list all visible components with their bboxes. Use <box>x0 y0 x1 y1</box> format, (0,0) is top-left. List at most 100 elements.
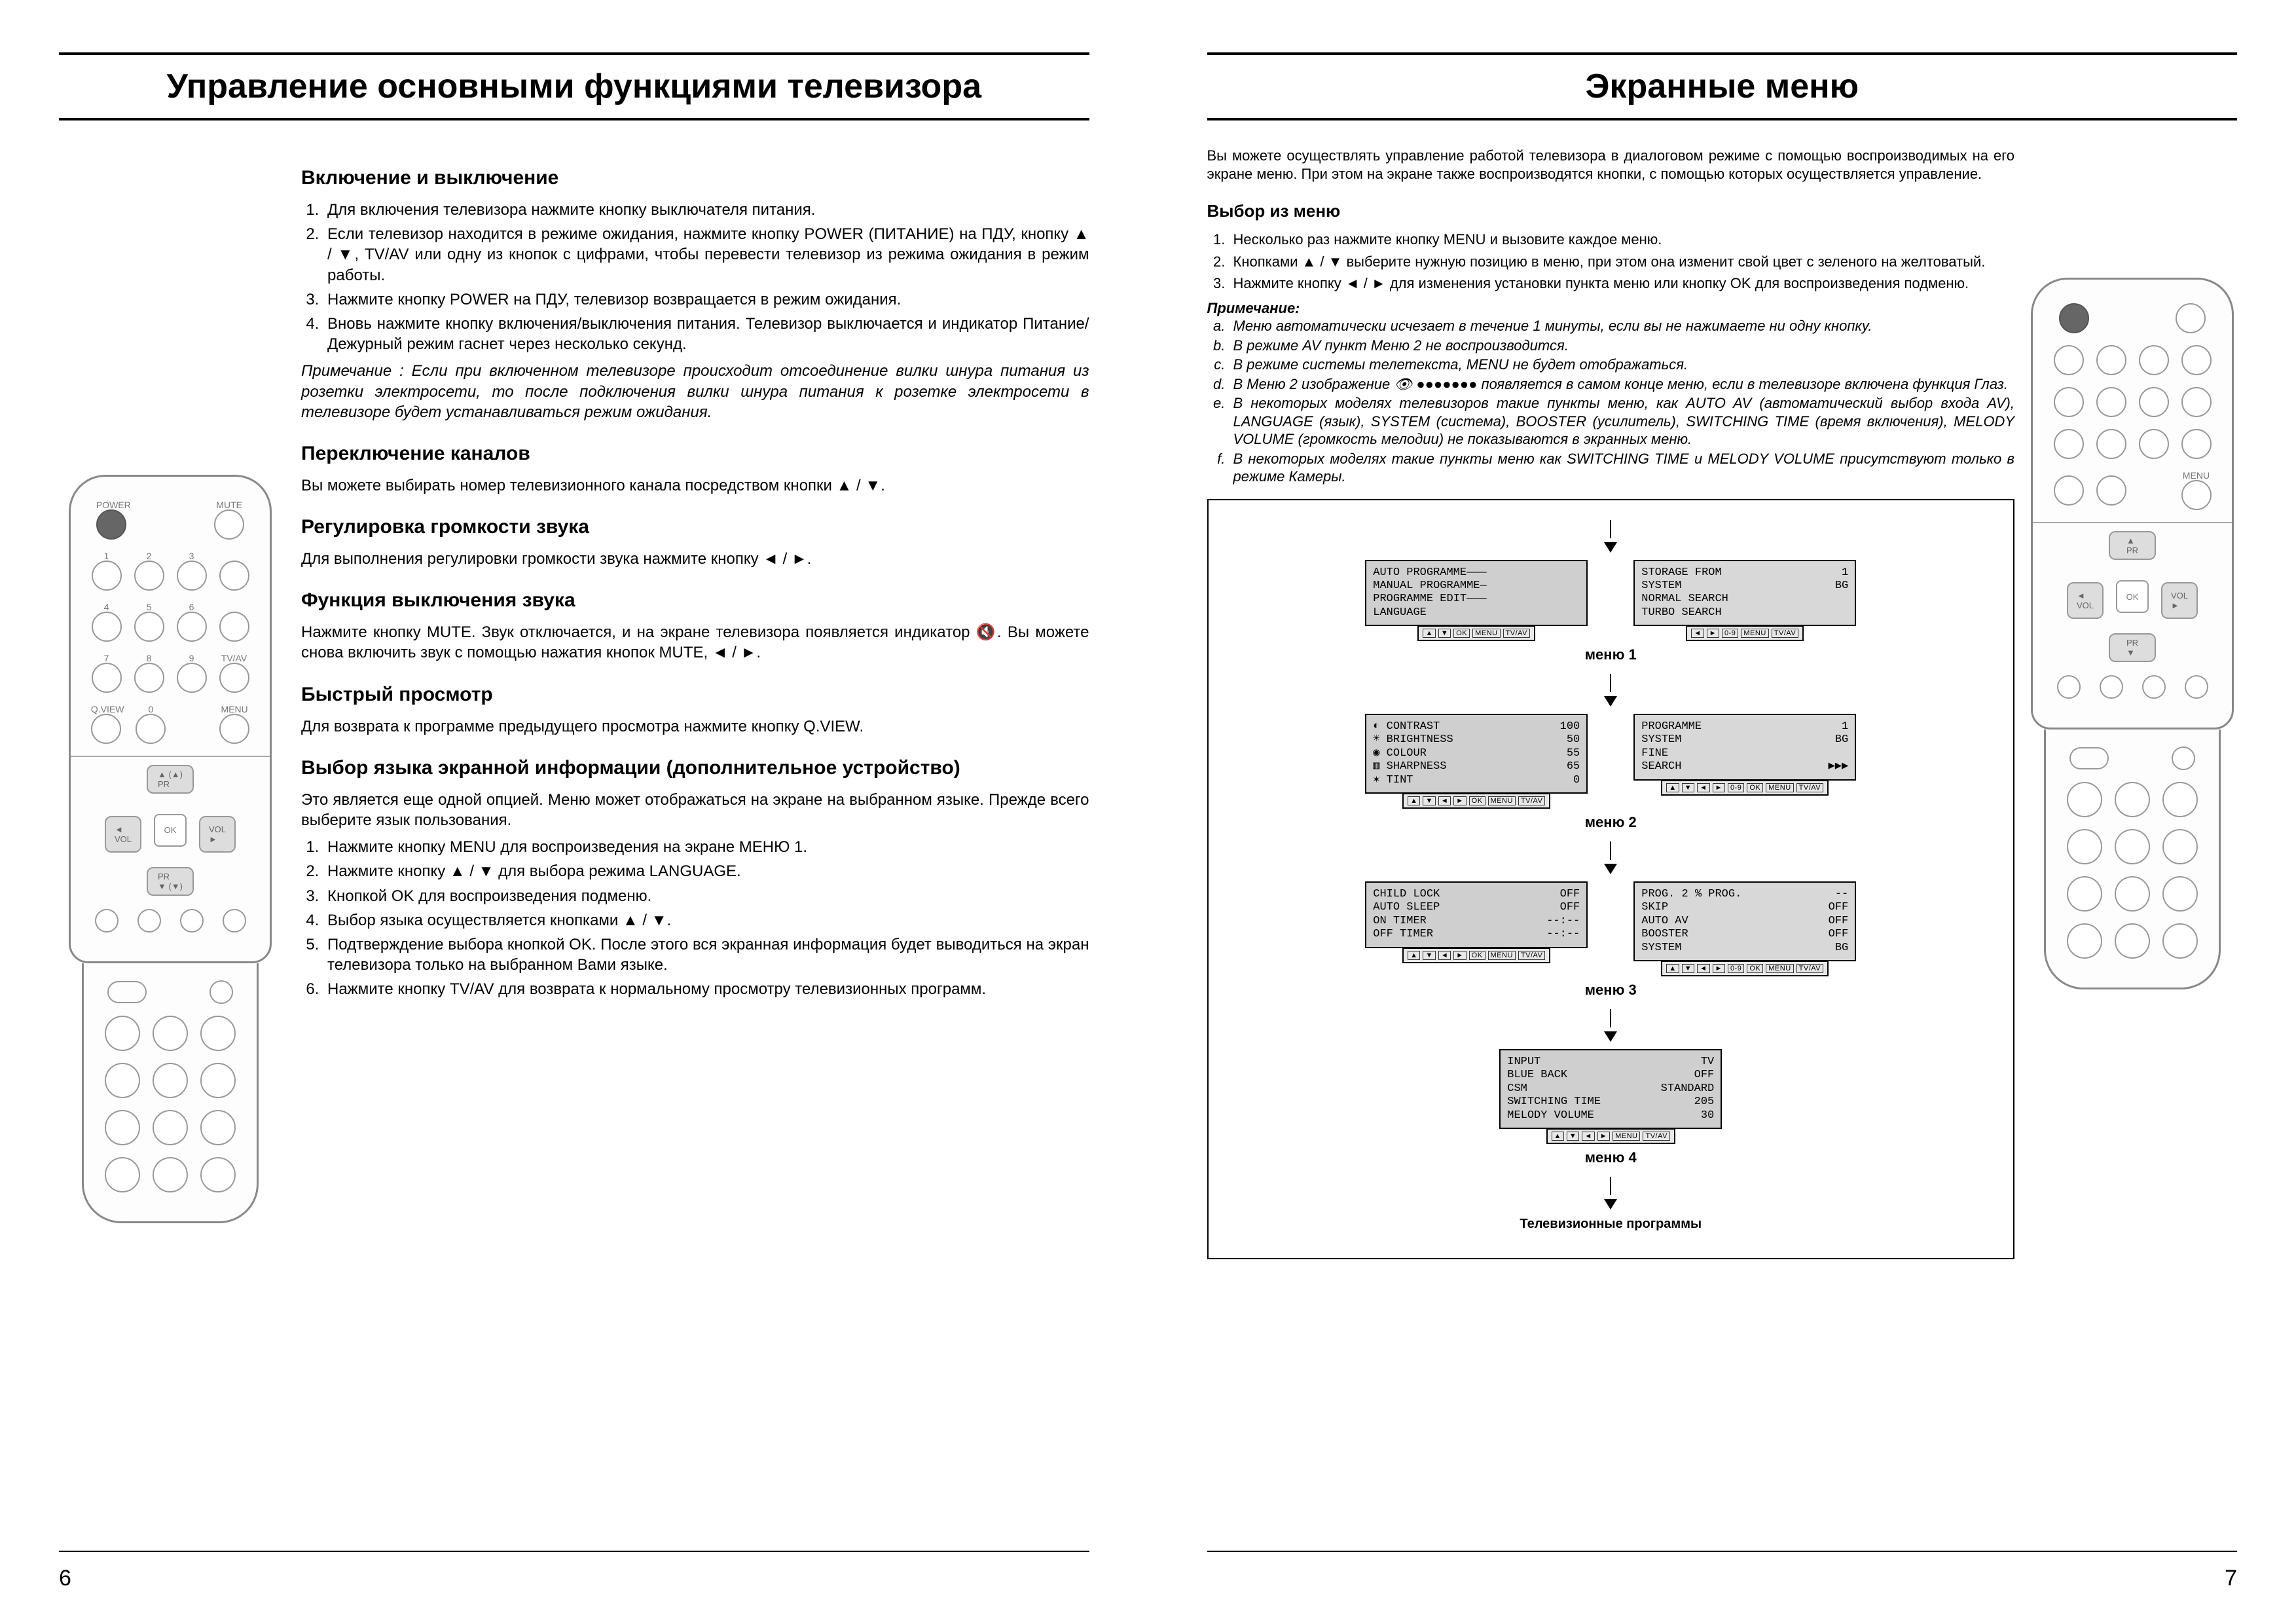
qview-button[interactable] <box>91 714 121 744</box>
page-num-6: 6 <box>59 1566 71 1591</box>
page-right: Экранные меню Вы можете осуществлять упр… <box>1148 0 2296 1624</box>
s2-p: Вы можете выбирать номер телевизионного … <box>301 475 1089 496</box>
digit-4[interactable] <box>92 612 122 642</box>
remote-control-right: MENU ▲PR PR▼ ◄VOL VOL► OK <box>2031 278 2234 989</box>
s5-h: Быстрый просмотр <box>301 682 1089 707</box>
tvav-button[interactable] <box>219 663 249 693</box>
remote-control: POWER MUTE 1 2 3 4 5 6 <box>69 475 272 1223</box>
right-intro: Вы можете осуществлять управление работо… <box>1207 147 2015 183</box>
s6-i6: Нажмите кнопку TV/AV для возврата к норм… <box>323 979 1089 999</box>
digit-5[interactable] <box>134 612 164 642</box>
s3-p: Для выполнения регулировки громкости зву… <box>301 549 1089 569</box>
digit-6[interactable] <box>177 612 207 642</box>
s6-list: Нажмите кнопку MENU для воспроизведения … <box>323 837 1089 999</box>
page-left: Управление основными функциями телевизор… <box>0 0 1148 1624</box>
digit-0[interactable] <box>136 714 166 744</box>
color-yellow[interactable] <box>180 909 204 932</box>
sel-list: Несколько раз нажмите кнопку MENU и вызо… <box>1230 231 2015 293</box>
digit-1[interactable] <box>92 561 122 591</box>
vol-r-r[interactable]: VOL► <box>2161 582 2198 619</box>
page-num-7: 7 <box>2225 1566 2237 1591</box>
menu-3-box: CHILD LOCKOFF AUTO SLEEPOFF ON TIMER--:-… <box>1365 881 1588 948</box>
s1-note: Примечание : Если при включенном телевиз… <box>301 361 1089 422</box>
digit-9[interactable] <box>177 663 207 693</box>
menu-1-box: AUTO PROGRAMME——— MANUAL PROGRAMME— PROG… <box>1365 560 1588 627</box>
menu-3-row: CHILD LOCKOFF AUTO SLEEPOFF ON TIMER--:-… <box>1235 881 1988 976</box>
note-c: В режиме системы телетекста, MENU не буд… <box>1230 356 2015 374</box>
menu-4-label: меню 4 <box>1235 1149 1988 1166</box>
menu-button-r[interactable] <box>2181 480 2212 510</box>
flip-oval[interactable] <box>107 981 147 1003</box>
s2-h: Переключение каналов <box>301 441 1089 466</box>
vol-down[interactable]: ◄VOL <box>105 816 141 853</box>
s6-i3: Кнопкой OK для воспроизведения подменю. <box>323 886 1089 906</box>
note-e: В некоторых моделях телевизоров такие пу… <box>1230 394 2015 449</box>
aux-2[interactable] <box>219 612 249 642</box>
remote-column-left: POWER MUTE 1 2 3 4 5 6 <box>59 147 282 1551</box>
flip-btn[interactable] <box>210 980 233 1004</box>
note-list: Меню автоматически исчезает в течение 1 … <box>1230 317 2015 486</box>
s6-i4: Выбор языка осуществляется кнопками ▲ / … <box>323 910 1089 931</box>
power-button[interactable] <box>96 509 126 540</box>
tv-programs: Телевизионные программы <box>1235 1217 1988 1232</box>
submenu-3-box: PROG. 2 % PROG.-- SKIPOFF AUTO AVOFF BOO… <box>1633 881 1856 961</box>
nav-pad: ▲ (▲)PR PR▼ (▼) ◄VOL VOL► OK <box>105 765 236 896</box>
digit-7[interactable] <box>92 663 122 693</box>
note-d: В Меню 2 изображение 👁 ●●●●●●● появляетс… <box>1230 375 2015 394</box>
s6-p: Это является еще одной опцией. Меню може… <box>301 790 1089 830</box>
pr-up[interactable]: ▲ (▲)PR <box>147 765 194 794</box>
ok-button-r[interactable]: OK <box>2116 580 2149 613</box>
note-a: Меню автоматически исчезает в течение 1 … <box>1230 317 2015 335</box>
s4-h: Функция выключения звука <box>301 587 1089 613</box>
submenu-1-box: STORAGE FROM1 SYSTEMBG NORMAL SEARCH TUR… <box>1633 560 1856 627</box>
digit-8[interactable] <box>134 663 164 693</box>
page-title-right: Экранные меню <box>1207 52 2238 120</box>
digit-2[interactable] <box>134 561 164 591</box>
color-green[interactable] <box>137 909 161 932</box>
s1-list: Для включения телевизора нажмите кнопку … <box>323 200 1089 354</box>
color-red[interactable] <box>95 909 118 932</box>
s1-i4: Вновь нажмите кнопку включения/выключени… <box>323 314 1089 354</box>
s3-h: Регулировка громкости звука <box>301 514 1089 540</box>
menu-1-label: меню 1 <box>1235 646 1988 663</box>
menu-4-row: INPUTTV BLUE BACKOFF CSMSTANDARD SWITCHI… <box>1235 1049 1988 1144</box>
pr-down-r[interactable]: PR▼ <box>2109 633 2156 662</box>
menu-label: MENU <box>219 705 249 714</box>
s5-p: Для возврата к программе предыдущего про… <box>301 716 1089 737</box>
s6-i1: Нажмите кнопку MENU для воспроизведения … <box>323 837 1089 857</box>
menu-2-row: ◐ CONTRAST100 ☀ BRIGHTNESS50 ◉ COLOUR55 … <box>1235 714 1988 809</box>
remote-column-right: MENU ▲PR PR▼ ◄VOL VOL► OK <box>2028 147 2237 1259</box>
vol-l-r[interactable]: ◄VOL <box>2067 582 2104 619</box>
sel-i3: Нажмите кнопку ◄ / ► для изменения устан… <box>1230 274 2015 293</box>
pr-down[interactable]: PR▼ (▼) <box>147 867 194 896</box>
menu-diagram: AUTO PROGRAMME——— MANUAL PROGRAMME— PROG… <box>1207 499 2015 1259</box>
s4-p: Нажмите кнопку MUTE. Звук отключается, и… <box>301 622 1089 663</box>
note-f: В некоторых моделях такие пункты меню ка… <box>1230 450 2015 486</box>
digit-3[interactable] <box>177 561 207 591</box>
mute-label: MUTE <box>214 500 244 509</box>
menu-4-box: INPUTTV BLUE BACKOFF CSMSTANDARD SWITCHI… <box>1499 1049 1722 1129</box>
s1-i3: Нажмите кнопку POWER на ПДУ, телевизор в… <box>323 289 1089 310</box>
mute-button[interactable] <box>214 509 244 540</box>
menu-1-footer: ▲▼OKMENUTV/AV <box>1417 626 1535 641</box>
menu-2-box: ◐ CONTRAST100 ☀ BRIGHTNESS50 ◉ COLOUR55 … <box>1365 714 1588 794</box>
menu-3-label: меню 3 <box>1235 982 1988 999</box>
qview-label: Q.VIEW <box>91 705 124 714</box>
left-body: POWER MUTE 1 2 3 4 5 6 <box>59 147 1089 1551</box>
ok-button[interactable]: OK <box>154 814 187 847</box>
menu-button[interactable] <box>219 714 249 744</box>
left-content: Включение и выключение Для включения тел… <box>301 147 1089 1551</box>
sel-h: Выбор из меню <box>1207 201 2015 221</box>
sel-i1: Несколько раз нажмите кнопку MENU и вызо… <box>1230 231 2015 249</box>
note-h: Примечание: <box>1207 299 2015 318</box>
menu-2-label: меню 2 <box>1235 814 1988 831</box>
vol-up[interactable]: VOL► <box>199 816 236 853</box>
s1-i1: Для включения телевизора нажмите кнопку … <box>323 200 1089 220</box>
s6-h: Выбор языка экранной информации (дополни… <box>301 755 1089 781</box>
s1-h: Включение и выключение <box>301 165 1089 191</box>
aux-1[interactable] <box>219 561 249 591</box>
pr-up-r[interactable]: ▲PR <box>2109 531 2156 560</box>
note-b: В режиме AV пункт Меню 2 не воспроизводи… <box>1230 337 2015 355</box>
sel-i2: Кнопками ▲ / ▼ выберите нужную позицию в… <box>1230 253 2015 271</box>
color-blue[interactable] <box>223 909 246 932</box>
